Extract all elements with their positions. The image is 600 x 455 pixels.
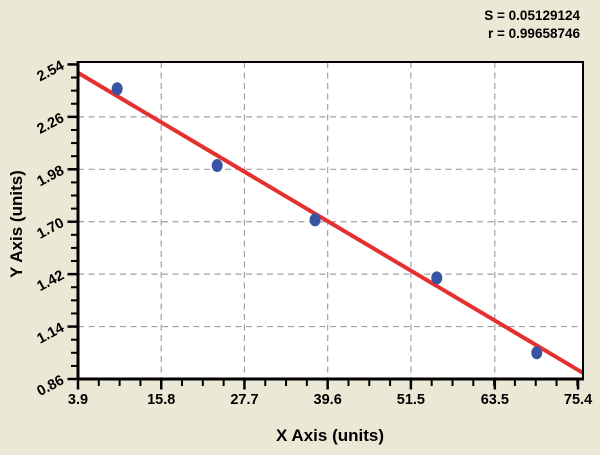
- y-tick-label: 2.26: [34, 110, 66, 137]
- y-tick-label: 1.42: [34, 268, 66, 295]
- data-point: [531, 346, 543, 360]
- data-point: [211, 159, 223, 173]
- data-point: [111, 82, 123, 96]
- regression-line: [76, 71, 585, 375]
- plot-background: [78, 62, 583, 379]
- y-tick-label: 2.54: [34, 58, 66, 85]
- x-tick-label: 63.5: [481, 392, 509, 408]
- y-tick-label: 1.70: [34, 215, 66, 242]
- regression-stats: S = 0.05129124 r = 0.99658746: [484, 7, 580, 43]
- x-axis-title: X Axis (units): [276, 426, 384, 445]
- x-tick-label: 75.4: [564, 392, 592, 408]
- x-tick-label: 15.8: [147, 392, 175, 408]
- y-tick-label: 1.98: [34, 163, 66, 190]
- data-point: [431, 271, 443, 285]
- x-tick-label: 27.7: [230, 392, 258, 408]
- stat-correlation: r = 0.99658746: [488, 26, 580, 41]
- x-tick-label: 51.5: [397, 392, 425, 408]
- y-tick-label: 0.86: [34, 372, 66, 399]
- data-point: [309, 213, 321, 227]
- x-tick-label: 39.6: [314, 392, 342, 408]
- x-tick-label: 3.9: [68, 392, 88, 408]
- y-tick-label: 1.14: [34, 320, 66, 347]
- stat-standard-error: S = 0.05129124: [484, 8, 580, 23]
